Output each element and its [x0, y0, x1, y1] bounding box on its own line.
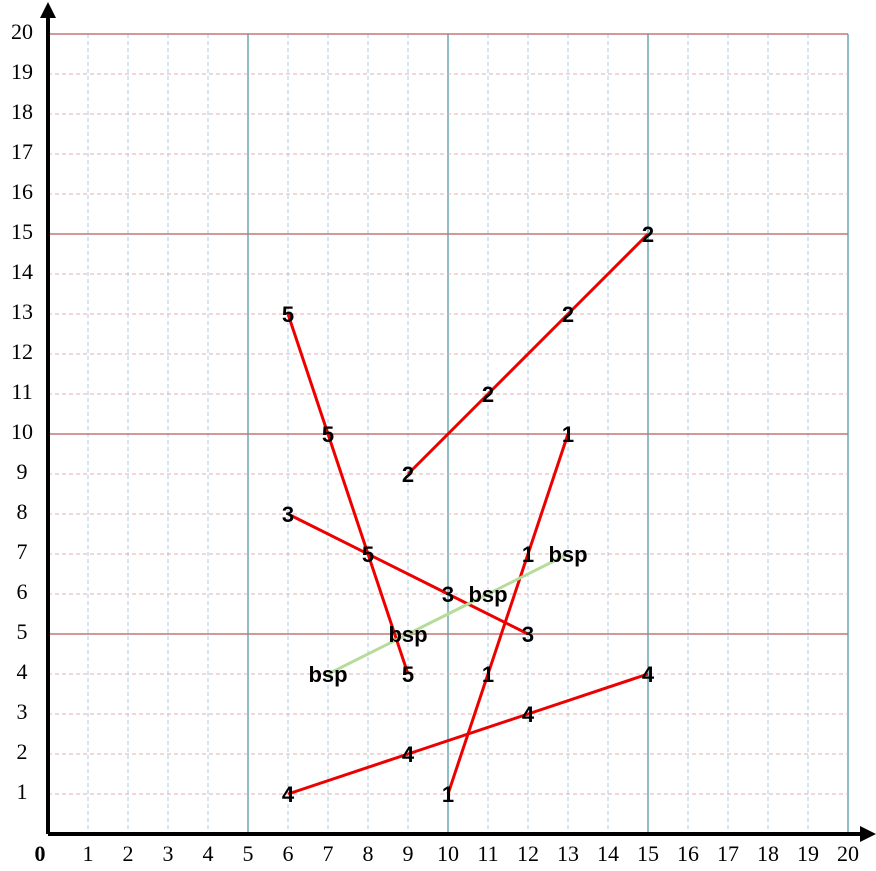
- y-tick-label: 3: [17, 699, 28, 724]
- segment: [286, 313, 410, 675]
- x-tick-label: 6: [283, 841, 294, 866]
- point-label: 4: [522, 702, 535, 727]
- x-tick-label: 4: [203, 841, 214, 866]
- x-tick-label: 11: [477, 841, 498, 866]
- point-label: 3: [282, 502, 294, 527]
- x-tick-label: 20: [837, 841, 859, 866]
- point-label: 4: [282, 782, 295, 807]
- point-label: 3: [442, 582, 454, 607]
- y-tick-label: 20: [11, 19, 33, 44]
- point-label: 5: [322, 422, 334, 447]
- point-label: bsp: [388, 622, 427, 647]
- x-tick-label: 18: [757, 841, 779, 866]
- x-tick-label: 0: [35, 841, 46, 866]
- y-tick-label: 18: [11, 99, 33, 124]
- x-tick-label: 9: [403, 841, 414, 866]
- x-tick-label: 10: [437, 841, 459, 866]
- y-axis-arrow: [40, 2, 56, 18]
- x-tick-label: 1: [83, 841, 94, 866]
- x-tick-label: 14: [597, 841, 619, 866]
- x-tick-label: 15: [637, 841, 659, 866]
- x-tick-label: 7: [323, 841, 334, 866]
- y-tick-label: 12: [11, 339, 33, 364]
- point-label: 5: [362, 542, 374, 567]
- x-tick-label: 19: [797, 841, 819, 866]
- y-tick-label: 14: [11, 259, 33, 284]
- point-label: 1: [482, 662, 494, 687]
- y-tick-label: 1: [17, 779, 28, 804]
- y-tick-label: 5: [17, 619, 28, 644]
- y-tick-label: 17: [11, 139, 33, 164]
- segment: [327, 552, 569, 676]
- x-tick-label: 12: [517, 841, 539, 866]
- segment: [287, 672, 649, 796]
- point-label: 4: [402, 742, 415, 767]
- point-label: 5: [402, 662, 414, 687]
- point-label: bsp: [468, 582, 507, 607]
- x-tick-label: 3: [163, 841, 174, 866]
- x-tick-label: 5: [243, 841, 254, 866]
- x-tick-label: 16: [677, 841, 699, 866]
- y-tick-label: 16: [11, 179, 33, 204]
- segment: [287, 512, 529, 636]
- y-tick-label: 19: [11, 59, 33, 84]
- x-tick-label: 13: [557, 841, 579, 866]
- y-tick-label: 4: [17, 659, 28, 684]
- point-label: 4: [642, 662, 655, 687]
- segment: [446, 433, 570, 795]
- y-tick-label: 6: [17, 579, 28, 604]
- point-label: 2: [482, 382, 494, 407]
- point-label: 1: [442, 782, 454, 807]
- x-tick-label: 2: [123, 841, 134, 866]
- x-tick-label: 17: [717, 841, 739, 866]
- point-label: 2: [642, 222, 654, 247]
- point-label: 3: [522, 622, 534, 647]
- point-label: bsp: [308, 662, 347, 687]
- x-axis-arrow: [860, 826, 876, 842]
- y-tick-label: 13: [11, 299, 33, 324]
- y-tick-label: 8: [17, 499, 28, 524]
- point-label: bsp: [548, 542, 587, 567]
- point-label: 1: [562, 422, 574, 447]
- point-label: 2: [402, 462, 414, 487]
- y-tick-label: 2: [17, 739, 28, 764]
- y-tick-label: 15: [11, 219, 33, 244]
- point-label: 5: [282, 302, 294, 327]
- segment: [406, 232, 650, 476]
- y-tick-label: 10: [11, 419, 33, 444]
- y-tick-label: 9: [17, 459, 28, 484]
- y-tick-label: 7: [17, 539, 28, 564]
- point-label: 1: [522, 542, 534, 567]
- y-tick-label: 11: [11, 379, 32, 404]
- x-tick-label: 8: [363, 841, 374, 866]
- point-label: 2: [562, 302, 574, 327]
